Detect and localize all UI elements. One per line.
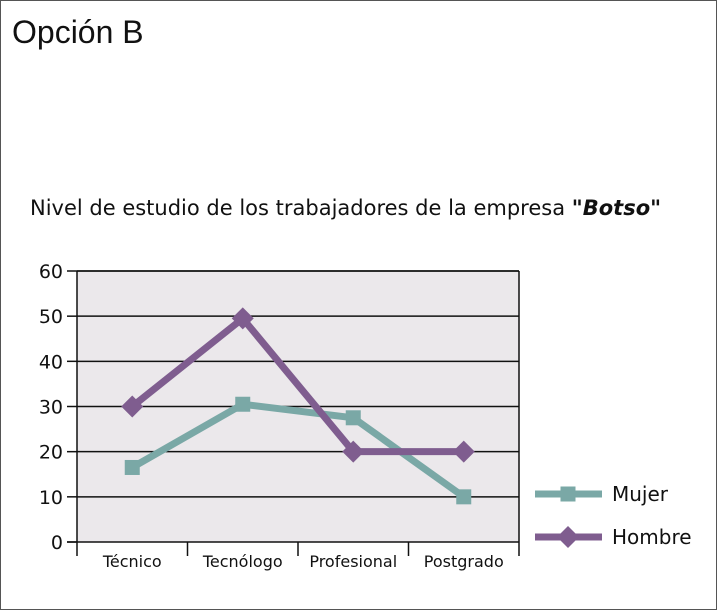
x-tick-label-1: Técnico xyxy=(102,552,162,571)
point-hombre-1 xyxy=(121,395,144,418)
x-tick-label-4: Postgrado xyxy=(424,552,504,571)
legend-label-hombre: Hombre xyxy=(612,525,692,549)
x-tick-label-2: Tecnólogo xyxy=(202,552,283,571)
legend-label-mujer: Mujer xyxy=(612,482,669,506)
point-hombre-2 xyxy=(231,307,254,330)
option-label: Opción B xyxy=(12,14,144,50)
y-tick-label-40: 40 xyxy=(39,351,63,373)
point-hombre-4 xyxy=(452,440,475,463)
y-tick-label-50: 50 xyxy=(39,306,63,328)
y-tick-label-60: 60 xyxy=(39,261,63,283)
point-hombre-3 xyxy=(342,440,365,463)
y-tick-label-10: 10 xyxy=(39,487,63,509)
chart-title: Nivel de estudio de los trabajadores de … xyxy=(30,196,661,220)
y-tick-label-20: 20 xyxy=(39,442,63,464)
series-line-hombre xyxy=(128,314,468,456)
legend-marker-mujer xyxy=(560,486,576,502)
y-tick-label-30: 30 xyxy=(39,397,63,419)
point-mujer-1 xyxy=(124,459,140,475)
chart-title-emphasis: "Botso" xyxy=(571,196,662,220)
point-mujer-3 xyxy=(345,410,361,426)
chart-title-text: Nivel de estudio de los trabajadores de … xyxy=(30,196,566,220)
point-mujer-4 xyxy=(456,489,472,505)
series-line-mujer xyxy=(128,400,468,501)
point-mujer-2 xyxy=(235,396,251,412)
legend-marker-hombre xyxy=(557,526,579,548)
y-tick-label-0: 0 xyxy=(51,532,63,554)
x-tick-label-3: Profesional xyxy=(309,552,397,571)
